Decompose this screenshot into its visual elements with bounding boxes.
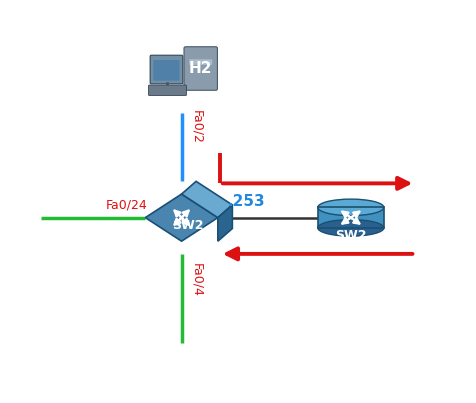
Text: Fa0/2: Fa0/2 (190, 110, 203, 144)
FancyBboxPatch shape (149, 85, 187, 96)
Polygon shape (318, 208, 384, 228)
Polygon shape (145, 194, 218, 241)
FancyBboxPatch shape (189, 59, 212, 65)
Polygon shape (181, 181, 232, 218)
Polygon shape (218, 205, 232, 241)
Text: .253: .253 (227, 194, 265, 209)
Ellipse shape (318, 220, 384, 236)
Text: SW2: SW2 (335, 229, 367, 242)
FancyBboxPatch shape (153, 60, 179, 81)
FancyBboxPatch shape (184, 47, 218, 90)
FancyBboxPatch shape (150, 55, 183, 84)
Ellipse shape (318, 199, 384, 216)
Text: SW2: SW2 (172, 219, 204, 232)
Text: Fa0/24: Fa0/24 (106, 199, 148, 212)
Text: Fa0/4: Fa0/4 (190, 263, 203, 297)
Text: H2: H2 (189, 61, 212, 76)
